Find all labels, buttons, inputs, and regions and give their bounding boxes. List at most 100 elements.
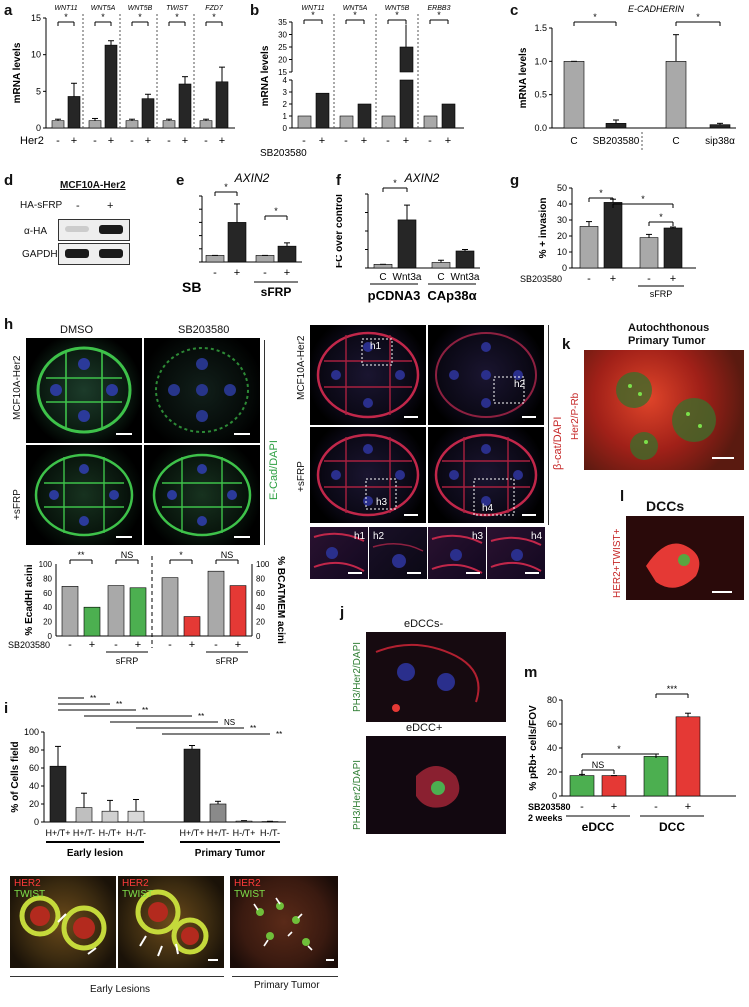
y-axis-label: FC over control: [336, 194, 345, 268]
blot-row-label: α-HA: [24, 226, 48, 237]
j-stain-label: PH3/Her2/DAPI: [352, 641, 363, 712]
y-axis-label: mRNA levels: [12, 42, 23, 103]
inset-tag: h1: [354, 531, 366, 542]
y-tick-label: 1.0: [534, 56, 547, 66]
h-row-label: MCF10A-Her2: [296, 335, 307, 400]
gene-label: FZD7: [205, 5, 224, 12]
k-stain-label: Her2/P-Rb: [570, 392, 581, 440]
group-label: eDCC: [582, 820, 615, 834]
ecad-image-dmso: [26, 338, 142, 443]
blot-band: [65, 249, 89, 258]
x-sign: +: [108, 135, 114, 147]
inset-tag: h2: [514, 379, 526, 390]
sig-mark: *: [437, 10, 441, 20]
inset-tag: h3: [376, 497, 388, 508]
panel-i-chart: 0 20 40 60 80 100% of Cells field ** ** ** ** NS **…: [10, 694, 286, 859]
i-image-early-1: HER2 TWIST: [10, 876, 116, 968]
chart-title: AXIN2: [404, 171, 440, 185]
y-tick-label: 80: [547, 695, 557, 705]
gene-label: WNT5B: [385, 5, 410, 12]
y-tick-label: 40: [557, 199, 567, 209]
primary-tumor-underline: [232, 976, 338, 977]
twist-label: TWIST: [122, 889, 154, 900]
y-tick-label: 60: [29, 763, 39, 773]
early-lesions-underline: [10, 976, 224, 977]
panel-c-chart: 0.0 0.5 1.0 1.5 mRNA levels E-CADHERIN * * C SB20…: [518, 4, 736, 150]
bar: [215, 81, 229, 129]
bar: [178, 83, 192, 129]
inset-h4: h4: [487, 527, 545, 579]
bcat-image-4: h4: [428, 427, 544, 523]
sig-mark: *: [224, 182, 228, 192]
bar: [297, 115, 312, 129]
bcat-stain-label: β-cat/DAPI: [552, 416, 564, 470]
bar: [107, 585, 125, 637]
sig-mark: *: [311, 10, 315, 20]
x-sign: +: [135, 639, 141, 651]
y-tick-label-right: 0: [256, 632, 261, 641]
bar: [183, 748, 201, 823]
x-sign: +: [284, 267, 290, 279]
bar: [88, 120, 102, 129]
bar: [455, 250, 475, 269]
y-tick-label: 2: [283, 100, 288, 109]
y-tick-label: 100: [24, 727, 39, 737]
bar: [603, 202, 623, 269]
panel-j-label: j: [340, 604, 345, 621]
group-label: sFRP: [116, 656, 139, 666]
j-top-label: eDCCs-: [404, 618, 444, 630]
duration-label: 2 weeks: [528, 813, 563, 823]
sig-mark: *: [659, 212, 663, 222]
stain-bracket: [264, 340, 265, 545]
i-image-early-2: HER2 TWIST: [118, 876, 224, 968]
x-sign: +: [319, 135, 325, 147]
j-image-bottom: [366, 736, 506, 834]
j-stain-label: PH3/Her2/DAPI: [352, 759, 363, 830]
her2-label: HER2: [14, 878, 41, 889]
y-tick-label-right: 80: [256, 574, 265, 583]
bcat-image-2: h2: [428, 325, 544, 425]
y-tick-label: 35: [278, 18, 287, 27]
y-tick-label: 3: [283, 88, 288, 97]
sig-mark: **: [77, 550, 85, 560]
sig-mark: *: [593, 12, 597, 22]
bar: [209, 803, 227, 823]
x-tick-label: sip38α: [705, 136, 735, 147]
bar: [639, 237, 659, 269]
sig-mark: NS: [224, 718, 235, 727]
bar: [441, 103, 456, 129]
x-sign: -: [647, 273, 651, 285]
sig-mark: **: [90, 694, 96, 703]
y-tick-label: 1: [283, 112, 288, 121]
y-tick-label: 60: [43, 589, 52, 598]
ecad-stain-label: E-Cad/DAPI: [268, 440, 280, 500]
bar: [229, 585, 247, 637]
bar: [127, 810, 145, 823]
bar: [665, 61, 687, 129]
x-tick-label: C: [437, 272, 444, 283]
bar: [129, 587, 147, 637]
bar: [141, 98, 155, 129]
y-tick-label: 60: [547, 719, 557, 729]
primary-tumor-image-label: Primary Tumor: [254, 980, 320, 991]
stain-bracket: [548, 325, 549, 525]
panel-b-label: b: [250, 2, 260, 19]
bar: [207, 570, 225, 637]
panel-g-label: g: [510, 172, 520, 189]
y-tick-label: 0: [283, 124, 288, 133]
sig-mark: NS: [221, 550, 234, 560]
x-sign: -: [68, 639, 72, 651]
x-tick-label: H+/T-: [73, 828, 95, 838]
x-tick-label: Wnt3a: [451, 272, 480, 283]
inset-h1: h1: [310, 527, 368, 579]
bar: [709, 124, 731, 129]
sig-mark: *: [138, 12, 142, 22]
y-tick-label: 5: [36, 86, 41, 96]
sig-mark: NS: [121, 550, 134, 560]
bar: [423, 115, 438, 129]
group-label: pCDNA3: [368, 288, 421, 303]
bar: [205, 255, 225, 263]
bar: [277, 245, 297, 263]
